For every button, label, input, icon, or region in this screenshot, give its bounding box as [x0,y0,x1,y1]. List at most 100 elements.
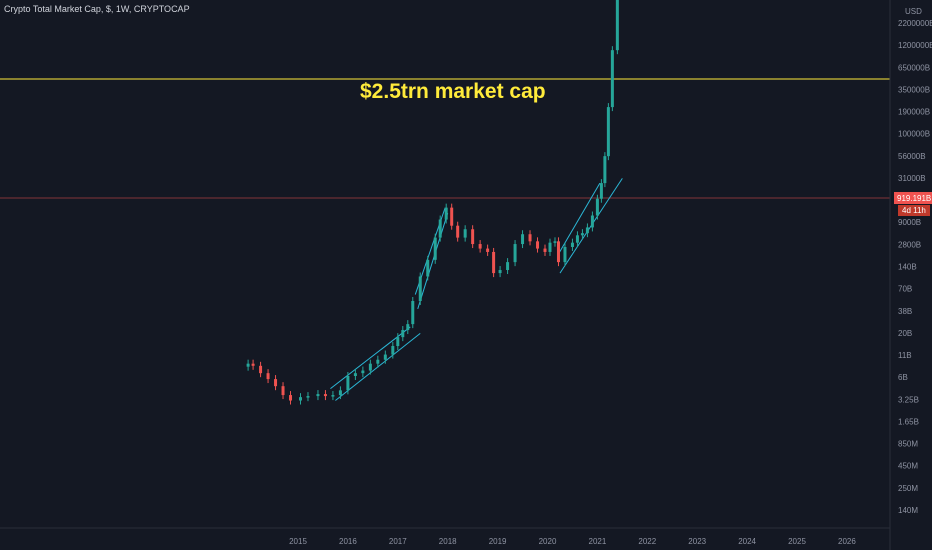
candle [246,363,250,367]
candle [331,395,335,397]
candle [498,270,502,274]
x-tick-label: 2022 [638,537,656,546]
x-tick-label: 2019 [489,537,507,546]
candle [575,235,579,243]
candle [570,242,574,248]
candle [383,354,387,360]
candle [266,373,270,380]
y-tick-label: 190000B [898,108,930,117]
y-tick-label: 56000B [898,152,926,161]
candle [361,370,365,374]
candle [553,241,557,243]
candle [306,396,310,398]
price-badge-label: 919.191B [897,194,931,203]
candle [456,225,460,238]
candle [585,227,589,234]
channel-line [417,212,449,310]
candle [444,207,448,220]
candle [590,215,594,228]
x-tick-label: 2020 [539,537,557,546]
candle [433,237,437,260]
candle [610,50,614,108]
candle [298,397,302,401]
y-tick-label: 250M [898,484,918,493]
candle [418,276,422,301]
candle [521,234,525,245]
price-axis: 2200000B 1200000B 650000B 350000B 190000B 100… [898,19,932,515]
candle [274,379,278,387]
candle [281,386,285,396]
y-tick-label: 450M [898,462,918,471]
candle [536,241,540,249]
candle [289,395,293,401]
candle [450,207,454,226]
y-tick-label: 6B [898,373,908,382]
candle [486,248,490,252]
candle [396,337,400,347]
y-tick-label: 140B [898,263,917,272]
candle [471,229,475,245]
x-tick-label: 2017 [389,537,407,546]
y-tick-label: 350000B [898,85,930,94]
candle [543,248,547,252]
price-badges: 919.191B 4d 11h [894,192,932,216]
y-tick-label: 100000B [898,130,930,139]
candle [251,363,255,366]
candle [463,229,467,238]
x-tick-label: 2015 [289,537,307,546]
x-tick-label: 2021 [589,537,607,546]
x-tick-label: 2026 [838,537,856,546]
market-cap-annotation: $2.5trn market cap [360,80,546,103]
x-tick-label: 2023 [688,537,706,546]
x-tick-label: 2025 [788,537,806,546]
candle [411,300,415,325]
x-tick-label: 2018 [439,537,457,546]
candles [246,0,619,405]
price-badge [894,192,932,204]
y-tick-label: 1.65B [898,417,919,426]
chart-title: Crypto Total Market Cap, $, 1W, CRYPTOCA… [4,4,190,14]
countdown-badge [898,205,930,216]
candle [368,363,372,371]
candle [391,346,395,355]
candle [548,242,552,252]
candle [580,233,584,236]
candle [478,244,482,249]
candle [426,259,430,277]
countdown-badge-label: 4d 11h [902,206,926,215]
y-tick-label: 31000B [898,174,926,183]
y-tick-label: 850M [898,440,918,449]
y-tick-label: 3.25B [898,395,919,404]
candle [506,262,510,271]
candle [338,390,342,396]
y-tick-label: 38B [898,307,912,316]
candle [406,324,410,331]
candle [603,156,607,184]
candle [438,219,442,238]
candle [401,330,405,338]
candle [556,241,560,263]
candle [316,394,320,397]
x-tick-label: 2024 [738,537,756,546]
candle [606,107,610,157]
candle [492,251,496,274]
candle [259,365,263,374]
candle [615,0,619,51]
candle [599,183,603,199]
candle [353,373,357,376]
x-tick-label: 2016 [339,537,357,546]
y-tick-label: 70B [898,285,912,294]
candle [323,394,327,397]
time-axis: 2015 2016 2017 2018 2019 2020 2021 2022 2023 2024… [289,537,856,546]
y-tick-label: 11B [898,351,912,360]
candle [346,376,350,391]
axis-unit-label: USD [905,7,922,16]
y-tick-label: 2200000B [898,19,932,28]
y-tick-label: 2800B [898,240,921,249]
y-tick-label: 650000B [898,63,930,72]
y-tick-label: 140M [898,506,918,515]
candle [376,359,380,364]
y-tick-label: 1200000B [898,41,932,50]
candle [513,244,517,263]
